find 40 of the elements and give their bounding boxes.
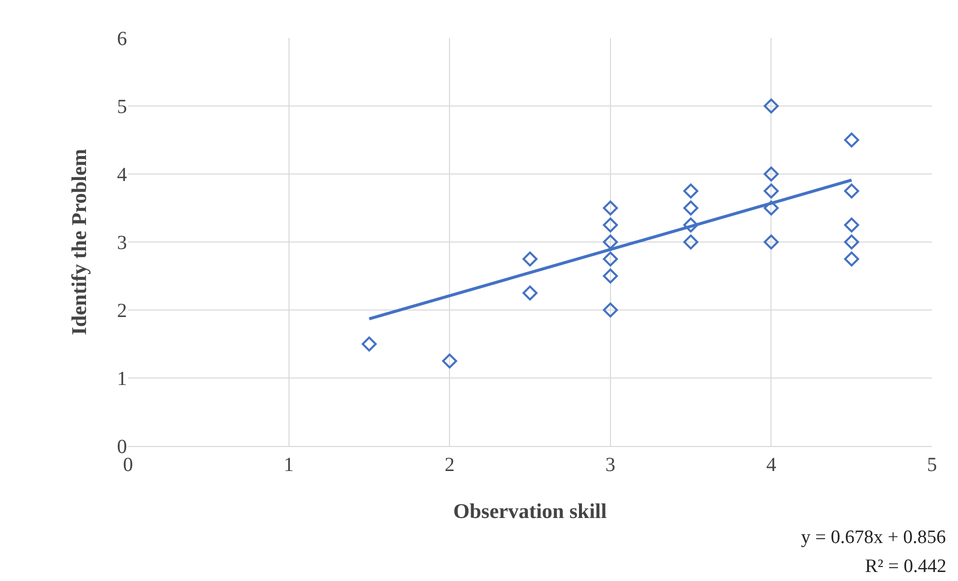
y-tick-label: 2: [117, 300, 127, 322]
point: [683, 184, 698, 198]
text: y = 0.678x + 0.856: [801, 527, 946, 548]
y-tick-label: 3: [117, 232, 127, 254]
point: [844, 252, 860, 266]
point: [683, 218, 698, 232]
point: [683, 234, 698, 250]
y-tick-label: 5: [117, 96, 127, 118]
y-tick-label: 0: [117, 436, 127, 458]
point: [442, 354, 458, 368]
point: [764, 166, 779, 182]
point: [522, 252, 538, 266]
point: [764, 184, 779, 198]
point: [602, 302, 618, 318]
point: [844, 184, 860, 198]
x-tick-label: 5: [927, 454, 937, 476]
point: [602, 200, 618, 216]
x-tick-label: 4: [766, 454, 776, 476]
point: [764, 234, 779, 250]
text: R² = 0.442: [865, 556, 946, 577]
y-axis-title: Identify the Problem: [67, 148, 92, 336]
point: [602, 268, 618, 284]
point: [522, 286, 538, 300]
point: [764, 200, 779, 216]
x-tick-label: 2: [444, 454, 455, 476]
y-tick-label: 4: [117, 164, 127, 186]
y-tick-label: 1: [117, 368, 127, 390]
x-tick-label: 1: [284, 454, 294, 476]
point: [844, 132, 860, 148]
x-axis-title: Observation skill: [453, 499, 607, 524]
point: [683, 200, 698, 216]
point: [602, 234, 618, 250]
point: [844, 218, 860, 232]
point: [602, 218, 618, 232]
point: [362, 336, 377, 352]
point: [602, 252, 618, 266]
point: [764, 98, 779, 114]
point: [844, 234, 860, 250]
x-tick-label: 3: [605, 454, 616, 476]
y-tick-label: 6: [117, 28, 127, 50]
